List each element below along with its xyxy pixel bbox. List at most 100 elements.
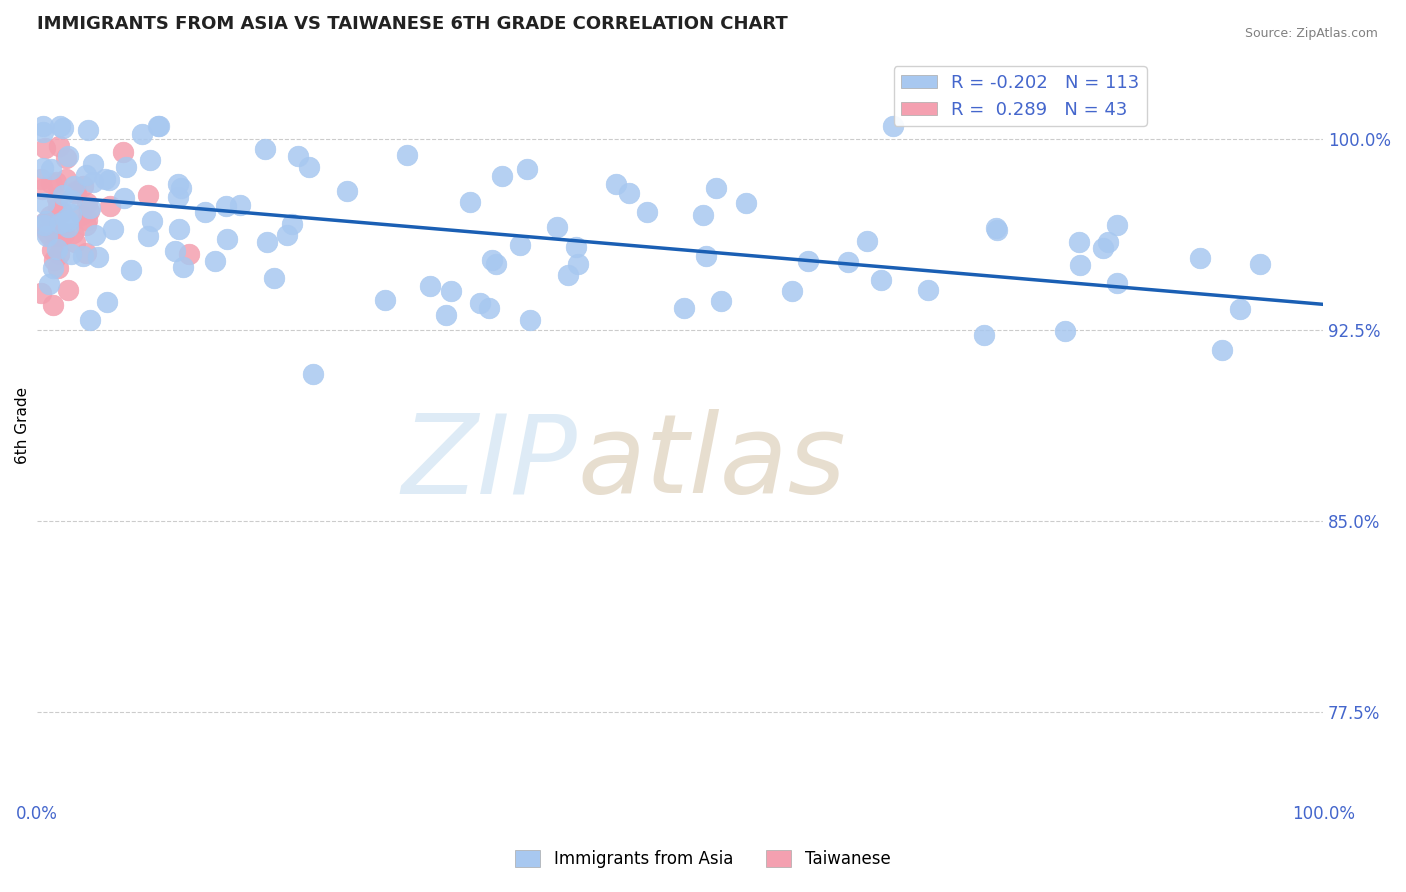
Point [30,172,52,186]
Point [882,119,904,133]
Point [62,227,84,241]
Point [63,235,86,249]
Point [695,249,717,263]
Point [1069,235,1091,249]
Point [32,218,55,232]
Point [546,219,568,234]
Point [605,177,627,191]
Point [45,175,67,189]
Point [101,222,124,236]
Point [1105,218,1128,232]
Point [194,205,217,219]
Point [34,141,56,155]
Point [263,270,285,285]
Point [984,220,1007,235]
Point [434,308,457,322]
Point [52,227,75,241]
Point [72,249,94,263]
Point [440,284,463,298]
Point [478,301,501,316]
Legend: Immigrants from Asia, Taiwanese: Immigrants from Asia, Taiwanese [509,843,897,875]
Point [166,177,188,191]
Point [65,184,87,198]
Point [79,313,101,327]
Point [41,222,63,236]
Point [60,193,83,207]
Point [166,189,188,203]
Point [45,190,67,204]
Point [30,285,52,300]
Point [76,123,98,137]
Point [172,260,194,275]
Point [48,247,70,261]
Point [48,228,70,243]
Point [55,212,77,227]
Point [254,142,277,156]
Point [468,295,491,310]
Point [72,178,94,193]
Point [55,172,77,186]
Point [52,187,75,202]
Point [856,235,879,249]
Point [298,160,321,174]
Point [35,225,58,239]
Point [75,169,97,183]
Text: atlas: atlas [576,409,846,516]
Point [39,161,62,176]
Point [1188,251,1211,265]
Point [112,145,135,160]
Point [557,268,579,283]
Point [485,257,508,271]
Point [710,294,733,309]
Point [138,229,160,244]
Point [32,119,55,133]
Point [48,139,70,153]
Point [32,195,55,210]
Point [1107,276,1129,290]
Point [519,313,541,327]
Point [52,228,75,243]
Point [58,149,80,163]
Point [139,153,162,168]
Point [287,149,309,163]
Point [374,293,396,307]
Point [167,221,190,235]
Point [41,244,63,258]
Point [58,214,80,228]
Point [79,201,101,215]
Point [98,173,121,187]
Point [60,247,83,261]
Point [419,279,441,293]
Point [48,260,70,275]
Point [146,119,169,133]
Point [38,277,60,292]
Point [59,207,82,221]
Point [131,127,153,141]
Point [1229,302,1251,317]
Point [1097,235,1119,250]
Point [491,169,513,184]
Point [869,273,891,287]
Point [96,295,118,310]
Point [986,222,1008,236]
Point [336,184,359,198]
Point [301,367,323,381]
Point [112,191,135,205]
Point [56,220,79,235]
Point [782,284,804,298]
Point [396,148,419,162]
Point [49,119,72,133]
Point [509,237,531,252]
Point [734,195,756,210]
Point [1092,241,1115,255]
Point [796,254,818,268]
Point [567,257,589,271]
Point [115,160,138,174]
Point [44,253,66,268]
Point [215,198,238,212]
Point [75,245,97,260]
Point [35,214,58,228]
Point [35,213,58,227]
Point [42,261,65,276]
Point [229,198,252,212]
